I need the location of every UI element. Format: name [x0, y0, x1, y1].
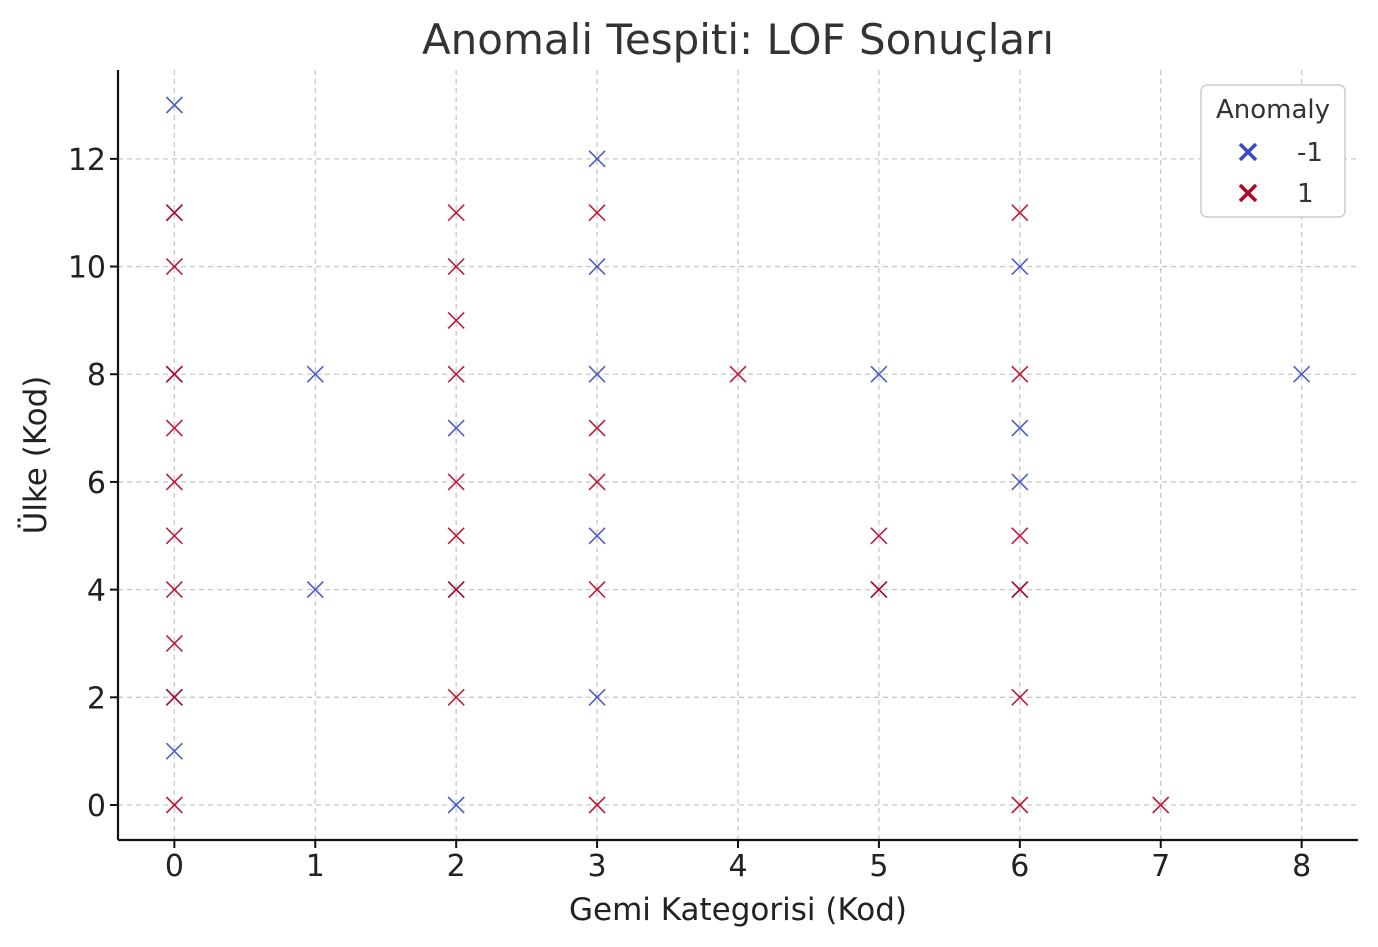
data-point: [447, 688, 465, 706]
x-tick-label: 3: [588, 849, 607, 884]
data-point: [165, 634, 183, 653]
data-point: [1011, 796, 1029, 814]
data-point: [729, 365, 747, 383]
data-point: [447, 257, 465, 276]
y-tick-label: 0: [87, 789, 106, 824]
data-point: [588, 581, 606, 599]
legend-label: 1: [1297, 179, 1314, 209]
y-tick-label: 2: [87, 681, 106, 716]
data-point: [1011, 204, 1029, 222]
data-point: [165, 527, 183, 545]
data-point: [1011, 419, 1029, 437]
data-point: [447, 365, 465, 383]
data-point: [588, 688, 606, 706]
x-axis-label: Gemi Kategorisi (Kod): [569, 892, 907, 928]
y-tick-label: 10: [68, 251, 106, 286]
data-point: [165, 365, 183, 383]
data-point: [588, 796, 606, 814]
data-point: [1011, 257, 1029, 276]
data-point: [870, 581, 888, 599]
data-point: [588, 365, 606, 383]
data-point: [588, 257, 606, 276]
y-tick-label: 8: [87, 358, 106, 393]
y-tick-label: 6: [87, 466, 106, 501]
legend-items: -11: [1238, 138, 1323, 209]
legend-marker: [1238, 183, 1258, 203]
data-points: [165, 96, 1311, 814]
data-point: [447, 796, 465, 814]
data-point: [447, 311, 465, 329]
data-point: [165, 796, 183, 814]
data-point: [1152, 796, 1170, 814]
data-point: [447, 419, 465, 437]
x-tick-label: 8: [1292, 849, 1311, 884]
data-point: [588, 419, 606, 437]
data-point: [588, 527, 606, 545]
data-point: [447, 204, 465, 222]
legend-item: -1: [1238, 138, 1323, 168]
legend-marker: [1238, 142, 1258, 162]
data-point: [447, 527, 465, 545]
legend-title: Anomaly: [1216, 95, 1330, 125]
y-tick-label: 12: [68, 143, 106, 178]
data-point: [447, 473, 465, 491]
x-tick-label: 0: [165, 849, 184, 884]
data-point: [1011, 473, 1029, 491]
data-point: [1011, 527, 1029, 545]
x-tick-label: 5: [869, 849, 888, 884]
data-point: [165, 257, 183, 276]
data-point: [306, 581, 324, 599]
x-tick-label: 7: [1151, 849, 1170, 884]
data-point: [165, 96, 183, 114]
y-axis-label: Ülke (Kod): [17, 376, 54, 535]
x-tick-label: 1: [306, 849, 325, 884]
x-tick-label: 2: [447, 849, 466, 884]
data-point: [588, 204, 606, 222]
data-point: [165, 581, 183, 599]
data-point: [1011, 688, 1029, 706]
data-point: [165, 473, 183, 491]
data-point: [165, 204, 183, 222]
data-point: [1011, 365, 1029, 383]
data-point: [1293, 365, 1311, 383]
data-point: [870, 365, 888, 383]
data-point: [588, 473, 606, 491]
x-tick-label: 4: [728, 849, 747, 884]
y-tick-label: 4: [87, 574, 106, 609]
x-tick-label: 6: [1010, 849, 1029, 884]
legend-item: 1: [1238, 179, 1314, 209]
legend-frame: [1200, 84, 1346, 218]
chart-title: Anomali Tespiti: LOF Sonuçları: [422, 15, 1054, 64]
data-point: [1011, 581, 1029, 599]
legend: Anomaly -11: [1200, 84, 1346, 218]
data-point: [447, 581, 465, 599]
data-point: [165, 688, 183, 706]
legend-label: -1: [1297, 138, 1323, 168]
grid-lines: [118, 70, 1358, 840]
data-point: [165, 419, 183, 437]
data-point: [306, 365, 324, 383]
data-point: [588, 150, 606, 168]
data-point: [870, 527, 888, 545]
data-point: [165, 742, 183, 760]
